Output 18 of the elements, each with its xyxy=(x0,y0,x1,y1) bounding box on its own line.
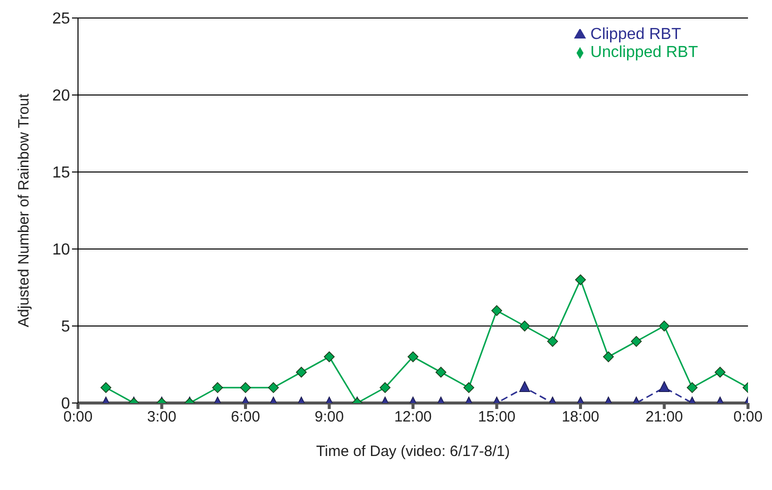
x-axis-title: Time of Day (video: 6/17-8/1) xyxy=(316,443,510,460)
y-tick-label: 5 xyxy=(61,318,70,336)
y-tick-label: 20 xyxy=(52,88,70,105)
x-tick-label: 6:00 xyxy=(230,408,260,426)
x-tick-label: 0:00 xyxy=(63,408,93,426)
x-tick-label: 12:00 xyxy=(394,408,432,426)
x-tick-label: 0:00 xyxy=(733,408,763,426)
x-tick-label: 9:00 xyxy=(314,408,344,426)
y-tick-label: 25 xyxy=(52,10,70,28)
y-axis-title: Adjusted Number of Rainbow Trout xyxy=(15,92,32,328)
x-tick-label: 15:00 xyxy=(478,408,516,426)
x-tick-label: 21:00 xyxy=(645,408,684,426)
y-tick-label: 15 xyxy=(52,164,70,182)
legend-label: Clipped RBT xyxy=(590,26,682,43)
x-tick-label: 18:00 xyxy=(562,408,600,426)
y-tick-label: 10 xyxy=(52,242,70,259)
x-tick-label: 3:00 xyxy=(147,408,176,426)
legend-label: Unclipped RBT xyxy=(590,44,698,61)
